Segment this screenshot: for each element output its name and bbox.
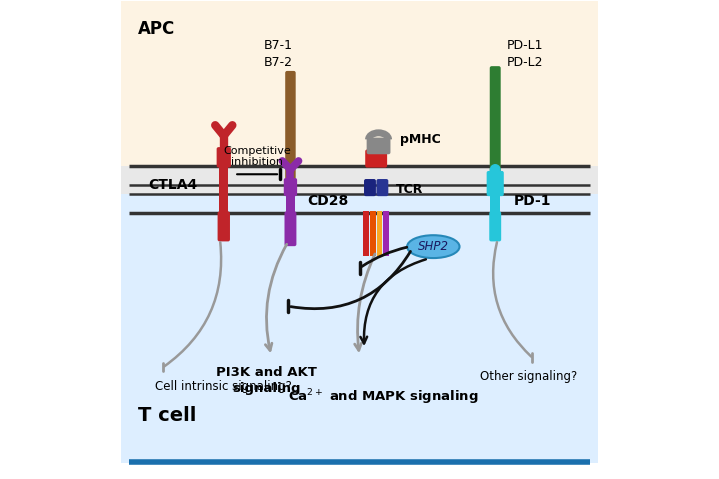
Bar — [377, 211, 383, 256]
Bar — [219, 166, 229, 213]
Bar — [122, 194, 597, 463]
Text: T cell: T cell — [138, 406, 196, 425]
FancyBboxPatch shape — [377, 179, 388, 196]
Text: Cell intrinsic signaling?: Cell intrinsic signaling? — [155, 380, 292, 393]
Circle shape — [490, 165, 500, 174]
FancyBboxPatch shape — [487, 171, 504, 196]
Text: TCR: TCR — [396, 183, 423, 196]
Text: Competitive
inhibition: Competitive inhibition — [223, 146, 291, 167]
Bar — [370, 211, 376, 256]
Bar — [378, 185, 386, 194]
Bar — [122, 1, 597, 166]
Text: pMHC: pMHC — [400, 133, 441, 146]
Text: Other signaling?: Other signaling? — [480, 370, 577, 384]
Text: B7-1
B7-2: B7-1 B7-2 — [264, 39, 293, 69]
Bar — [122, 463, 597, 478]
Bar — [490, 194, 500, 213]
FancyBboxPatch shape — [285, 71, 296, 187]
Text: PI3K and AKT
signaling: PI3K and AKT signaling — [216, 365, 317, 395]
Bar — [363, 211, 369, 256]
Bar — [383, 211, 389, 256]
Text: PD-L1
PD-L2: PD-L1 PD-L2 — [507, 39, 544, 69]
Ellipse shape — [407, 235, 459, 258]
FancyBboxPatch shape — [489, 211, 501, 241]
FancyBboxPatch shape — [284, 178, 297, 196]
FancyBboxPatch shape — [218, 211, 230, 241]
Text: CTLA4: CTLA4 — [148, 178, 198, 192]
Bar — [122, 166, 597, 194]
FancyBboxPatch shape — [364, 179, 376, 196]
Bar — [286, 194, 295, 213]
FancyBboxPatch shape — [216, 147, 231, 168]
FancyBboxPatch shape — [490, 66, 500, 187]
Text: Ca$^{2+}$ and MAPK signaling: Ca$^{2+}$ and MAPK signaling — [288, 387, 479, 407]
Bar — [366, 185, 374, 194]
FancyBboxPatch shape — [367, 137, 390, 154]
FancyBboxPatch shape — [285, 211, 296, 246]
Text: CD28: CD28 — [307, 194, 349, 208]
Text: APC: APC — [138, 21, 175, 38]
Text: PD-1: PD-1 — [513, 194, 551, 208]
FancyBboxPatch shape — [365, 149, 387, 168]
Text: SHP2: SHP2 — [418, 240, 449, 253]
